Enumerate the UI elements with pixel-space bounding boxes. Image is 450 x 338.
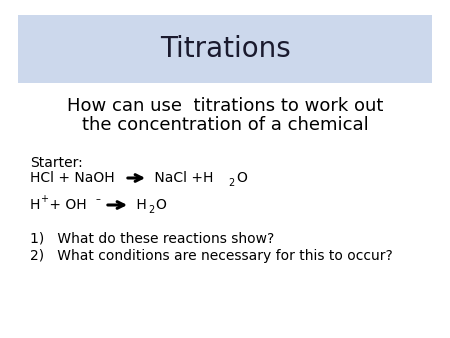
Text: Starter:: Starter:	[30, 156, 83, 170]
Text: O: O	[236, 171, 247, 185]
Text: 2: 2	[228, 178, 234, 188]
Text: +: +	[40, 194, 48, 204]
Text: O: O	[155, 198, 166, 212]
Text: HCl + NaOH: HCl + NaOH	[30, 171, 115, 185]
Text: the concentration of a chemical: the concentration of a chemical	[81, 116, 369, 134]
Text: 2)   What conditions are necessary for this to occur?: 2) What conditions are necessary for thi…	[30, 249, 393, 263]
Text: H: H	[132, 198, 147, 212]
Text: + OH: + OH	[45, 198, 86, 212]
Text: –: –	[96, 194, 101, 204]
Text: NaCl +H: NaCl +H	[150, 171, 213, 185]
Text: How can use  titrations to work out: How can use titrations to work out	[67, 97, 383, 115]
FancyBboxPatch shape	[18, 15, 432, 83]
Text: H: H	[30, 198, 40, 212]
Text: 2: 2	[148, 205, 154, 215]
Text: Titrations: Titrations	[160, 35, 290, 63]
Text: 1)   What do these reactions show?: 1) What do these reactions show?	[30, 231, 274, 245]
